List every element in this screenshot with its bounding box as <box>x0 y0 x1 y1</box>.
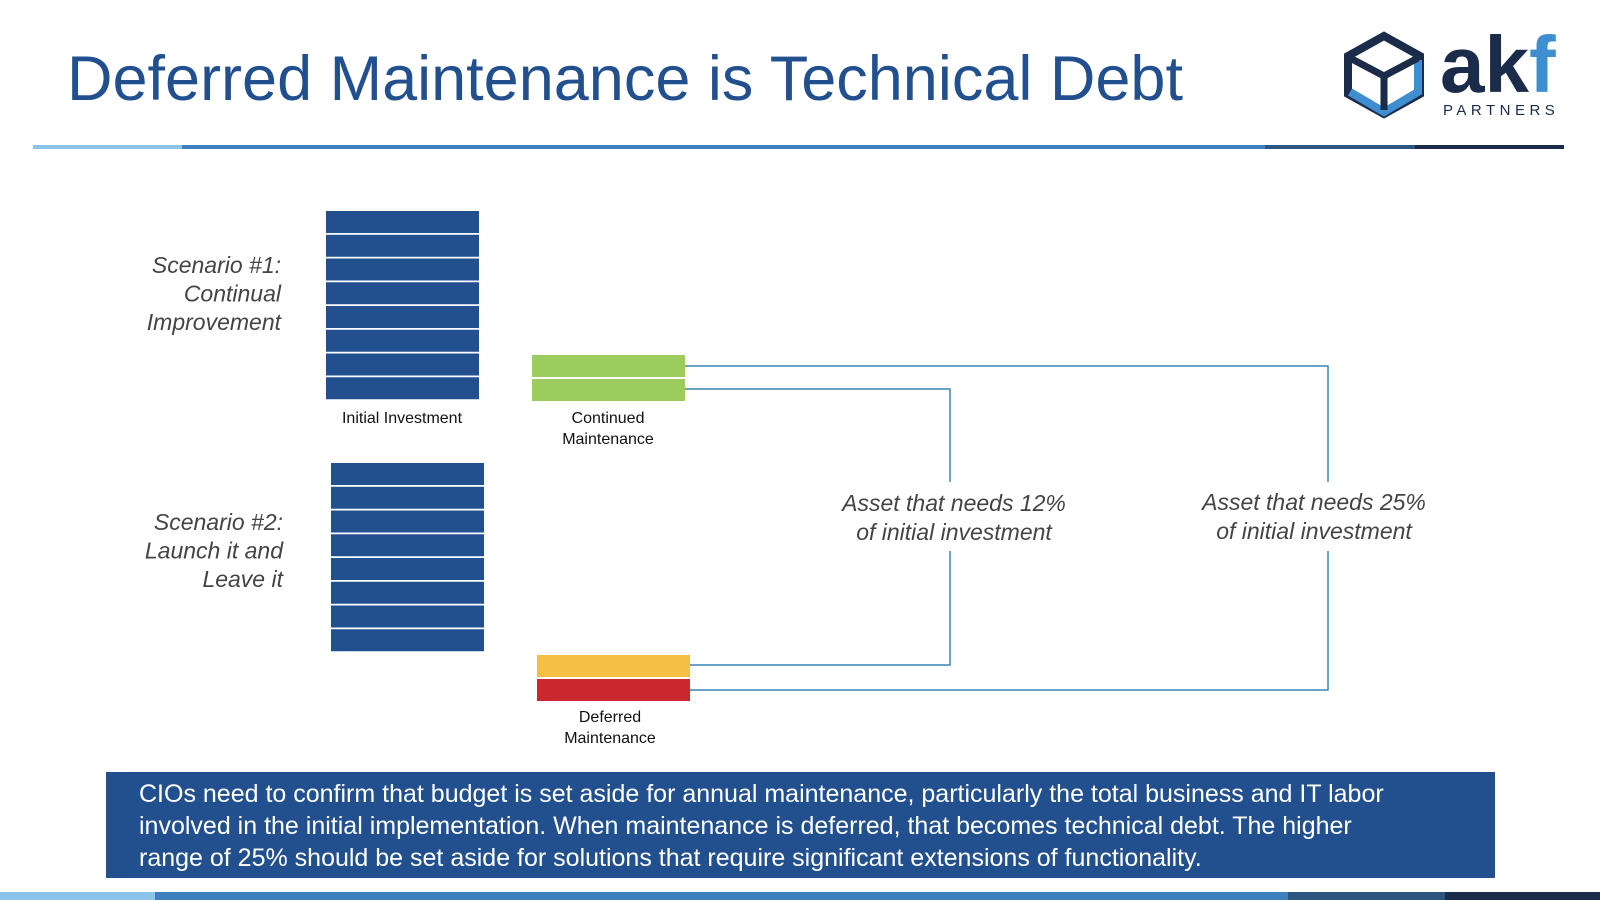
title: Deferred Maintenance is Technical Debt <box>67 44 1183 114</box>
investment-block <box>331 629 484 652</box>
annotation: of initial investment <box>1216 518 1413 544</box>
scenario-label: Scenario #1: <box>152 252 281 278</box>
investment-block <box>326 234 479 257</box>
continued-block <box>532 379 685 401</box>
investment-block <box>326 306 479 328</box>
investment-block <box>326 329 479 352</box>
deferred-block <box>537 679 690 701</box>
scenario-label: Improvement <box>147 309 283 335</box>
logo-word-main: ak <box>1440 20 1529 109</box>
logo-subtitle: PARTNERS <box>1443 102 1559 119</box>
block-label: Maintenance <box>562 431 654 448</box>
investment-block <box>326 211 479 233</box>
footer-text: involved in the initial implementation. … <box>139 812 1352 840</box>
continued-block <box>532 355 685 377</box>
investment-block <box>331 486 484 509</box>
investment-block <box>331 510 484 533</box>
block-label: Deferred <box>579 709 641 726</box>
logo-cube-accent <box>1347 60 1422 117</box>
footer-text: CIOs need to confirm that budget is set … <box>139 780 1384 808</box>
investment-block <box>326 282 479 305</box>
scenario-label: Leave it <box>202 566 284 592</box>
logo-word-accent: f <box>1529 20 1556 109</box>
investment-block <box>331 581 484 604</box>
connector-25 <box>685 365 1329 691</box>
rule-segment <box>155 892 1288 900</box>
investment-block <box>326 353 479 376</box>
rule-segment <box>1445 892 1600 900</box>
investment-block <box>331 534 484 557</box>
footer-text: range of 25% should be set aside for sol… <box>139 844 1202 872</box>
logo: akf PARTNERS <box>1344 20 1559 119</box>
scenario-label: Launch it and <box>145 538 284 564</box>
rule-segment <box>1265 145 1415 149</box>
rule-segment <box>182 145 1265 149</box>
logo-word: akf <box>1440 20 1556 109</box>
initial-investment-stack-1 <box>326 211 479 400</box>
block-label: Initial Investment <box>342 410 463 427</box>
initial-investment-stack-2 <box>331 463 484 652</box>
investment-block <box>331 558 484 580</box>
footer-box <box>106 772 1495 878</box>
rule-segment <box>1415 145 1564 149</box>
annotation: of initial investment <box>856 519 1053 545</box>
investment-block <box>326 258 479 281</box>
rule-segment <box>33 145 182 149</box>
annotation: Asset that needs 25% <box>1200 489 1426 515</box>
header-rule <box>33 145 1564 149</box>
deferred-block <box>537 655 690 677</box>
scenario-label: Continual <box>184 281 282 307</box>
annotation: Asset that needs 12% <box>840 490 1066 516</box>
block-label: Continued <box>572 410 645 427</box>
investment-block <box>331 463 484 485</box>
investment-block <box>331 605 484 628</box>
investment-block <box>326 377 479 400</box>
scenario-label: Scenario #2: <box>154 509 283 535</box>
connector-12 <box>685 388 951 666</box>
bottom-rule <box>0 892 1600 900</box>
block-label: Maintenance <box>564 730 656 747</box>
rule-segment <box>1288 892 1445 900</box>
logo-cube-inner <box>1348 54 1420 110</box>
rule-segment <box>0 892 155 900</box>
